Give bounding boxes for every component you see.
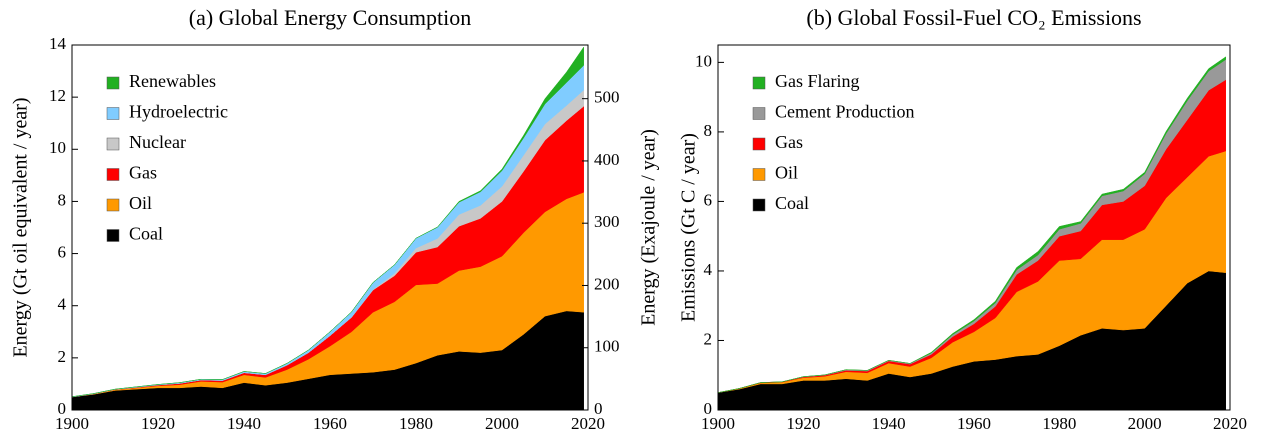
legend-label: Cement Production	[775, 102, 914, 122]
y-tick-label: 4	[58, 295, 67, 314]
legend-swatch	[106, 198, 120, 212]
area	[71, 46, 584, 397]
legend-label: Gas	[129, 163, 157, 183]
x-tick-label: 1900	[701, 414, 735, 433]
x-tick-label: 2000	[485, 414, 519, 433]
y-axis-label: Emissions (Gt C / year)	[678, 133, 700, 322]
legend-swatch	[752, 107, 766, 120]
y-tick-label: 10	[49, 138, 66, 157]
chart-title: (a) Global Energy Consumption	[189, 5, 472, 30]
y2-axis-label: Energy (Exajoule / year)	[638, 129, 660, 326]
legend-swatch	[106, 137, 120, 151]
legend-label: Coal	[129, 224, 163, 244]
legend-swatch	[106, 76, 120, 90]
x-tick-label: 1980	[399, 414, 433, 433]
legend-label: Gas	[775, 132, 803, 152]
x-tick-label: 1920	[141, 414, 175, 433]
x-tick-label: 1940	[227, 414, 261, 433]
y-tick-label: 6	[704, 190, 713, 209]
y-tick-label: 2	[58, 347, 67, 366]
legend-swatch	[752, 137, 766, 151]
x-tick-label: 2020	[571, 414, 605, 433]
y-tick-label: 12	[49, 86, 66, 105]
x-tick-label: 2020	[1213, 414, 1247, 433]
area	[717, 56, 1226, 393]
y-tick-label: 0	[58, 399, 67, 418]
x-tick-label: 1980	[1042, 414, 1076, 433]
y2-tick-label: 400	[594, 150, 620, 169]
legend-swatch	[752, 76, 766, 90]
x-tick-label: 1940	[872, 414, 906, 433]
y2-tick-label: 500	[594, 88, 620, 107]
y-tick-label: 6	[58, 242, 67, 261]
y-tick-label: 8	[58, 190, 67, 209]
y-axis-label: Energy (Gt oil equivalent / year)	[10, 97, 32, 357]
y-tick-label: 10	[695, 51, 712, 70]
legend-label: Nuclear	[129, 132, 186, 152]
y-tick-label: 0	[704, 399, 713, 418]
legend-swatch	[752, 198, 766, 212]
chart-title: (b) Global Fossil-Fuel CO₂ Emissions	[806, 5, 1141, 30]
legend-label: Gas Flaring	[775, 71, 860, 91]
legend-label: Coal	[775, 193, 809, 213]
x-tick-label: 2000	[1128, 414, 1162, 433]
legend-swatch	[106, 168, 120, 181]
y-tick-label: 8	[704, 121, 713, 140]
y-tick-label: 2	[704, 329, 713, 348]
x-tick-label: 1960	[313, 414, 347, 433]
y2-tick-label: 100	[594, 337, 620, 356]
y-tick-label: 14	[49, 34, 67, 53]
legend-label: Oil	[775, 163, 798, 183]
legend-swatch	[106, 229, 120, 242]
x-tick-label: 1900	[55, 414, 89, 433]
legend-label: Hydroelectric	[129, 102, 228, 122]
legend-swatch	[106, 107, 120, 120]
legend-label: Renewables	[129, 71, 216, 91]
x-tick-label: 1960	[957, 414, 991, 433]
y2-tick-label: 0	[594, 399, 603, 418]
y-tick-label: 4	[704, 260, 713, 279]
x-tick-label: 1920	[786, 414, 820, 433]
y2-tick-label: 300	[594, 212, 620, 231]
legend-label: Oil	[129, 193, 152, 213]
legend-swatch	[752, 168, 766, 181]
y2-tick-label: 200	[594, 274, 620, 293]
